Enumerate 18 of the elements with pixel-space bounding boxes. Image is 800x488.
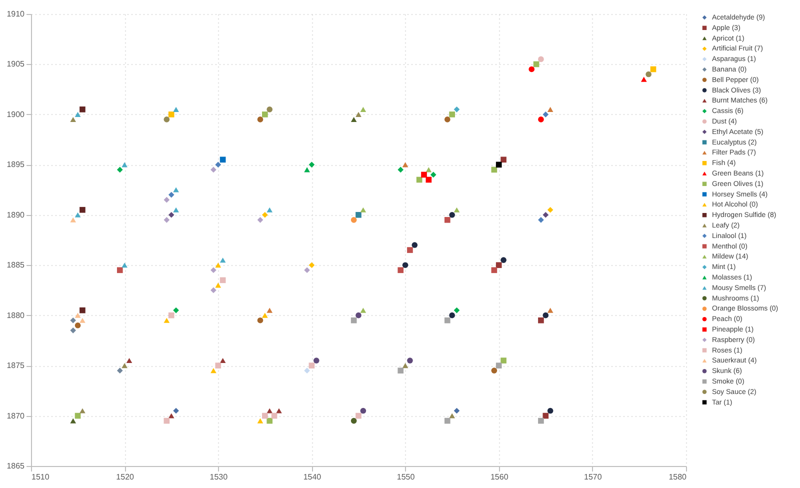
- y-tick-label: 1875: [6, 361, 26, 370]
- y-tick-label: 1885: [6, 260, 26, 270]
- y-tick-label: 1890: [6, 210, 26, 220]
- y-tick-label: 1880: [6, 310, 26, 320]
- y-tick-label: 1905: [6, 60, 26, 69]
- y-tick-label: 1870: [6, 411, 26, 420]
- x-tick-label: 1530: [210, 472, 228, 482]
- x-tick-label: 1520: [116, 472, 135, 482]
- x-tick-label: 1510: [32, 472, 50, 482]
- x-tick-label: 1550: [396, 472, 416, 482]
- y-tick-label: 1865: [6, 462, 26, 470]
- y-tick-label: 1900: [6, 110, 26, 119]
- y-tick-label: 1895: [6, 160, 26, 170]
- y-tick-label: 1910: [6, 10, 26, 18]
- x-tick-label: 1540: [303, 472, 322, 482]
- x-tick-label: 1560: [490, 472, 509, 482]
- x-tick-label: 1570: [584, 472, 602, 482]
- x-tick-label: 1580: [668, 472, 688, 482]
